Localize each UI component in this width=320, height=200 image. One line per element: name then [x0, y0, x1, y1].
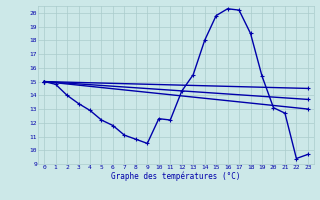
X-axis label: Graphe des températures (°C): Graphe des températures (°C): [111, 172, 241, 181]
